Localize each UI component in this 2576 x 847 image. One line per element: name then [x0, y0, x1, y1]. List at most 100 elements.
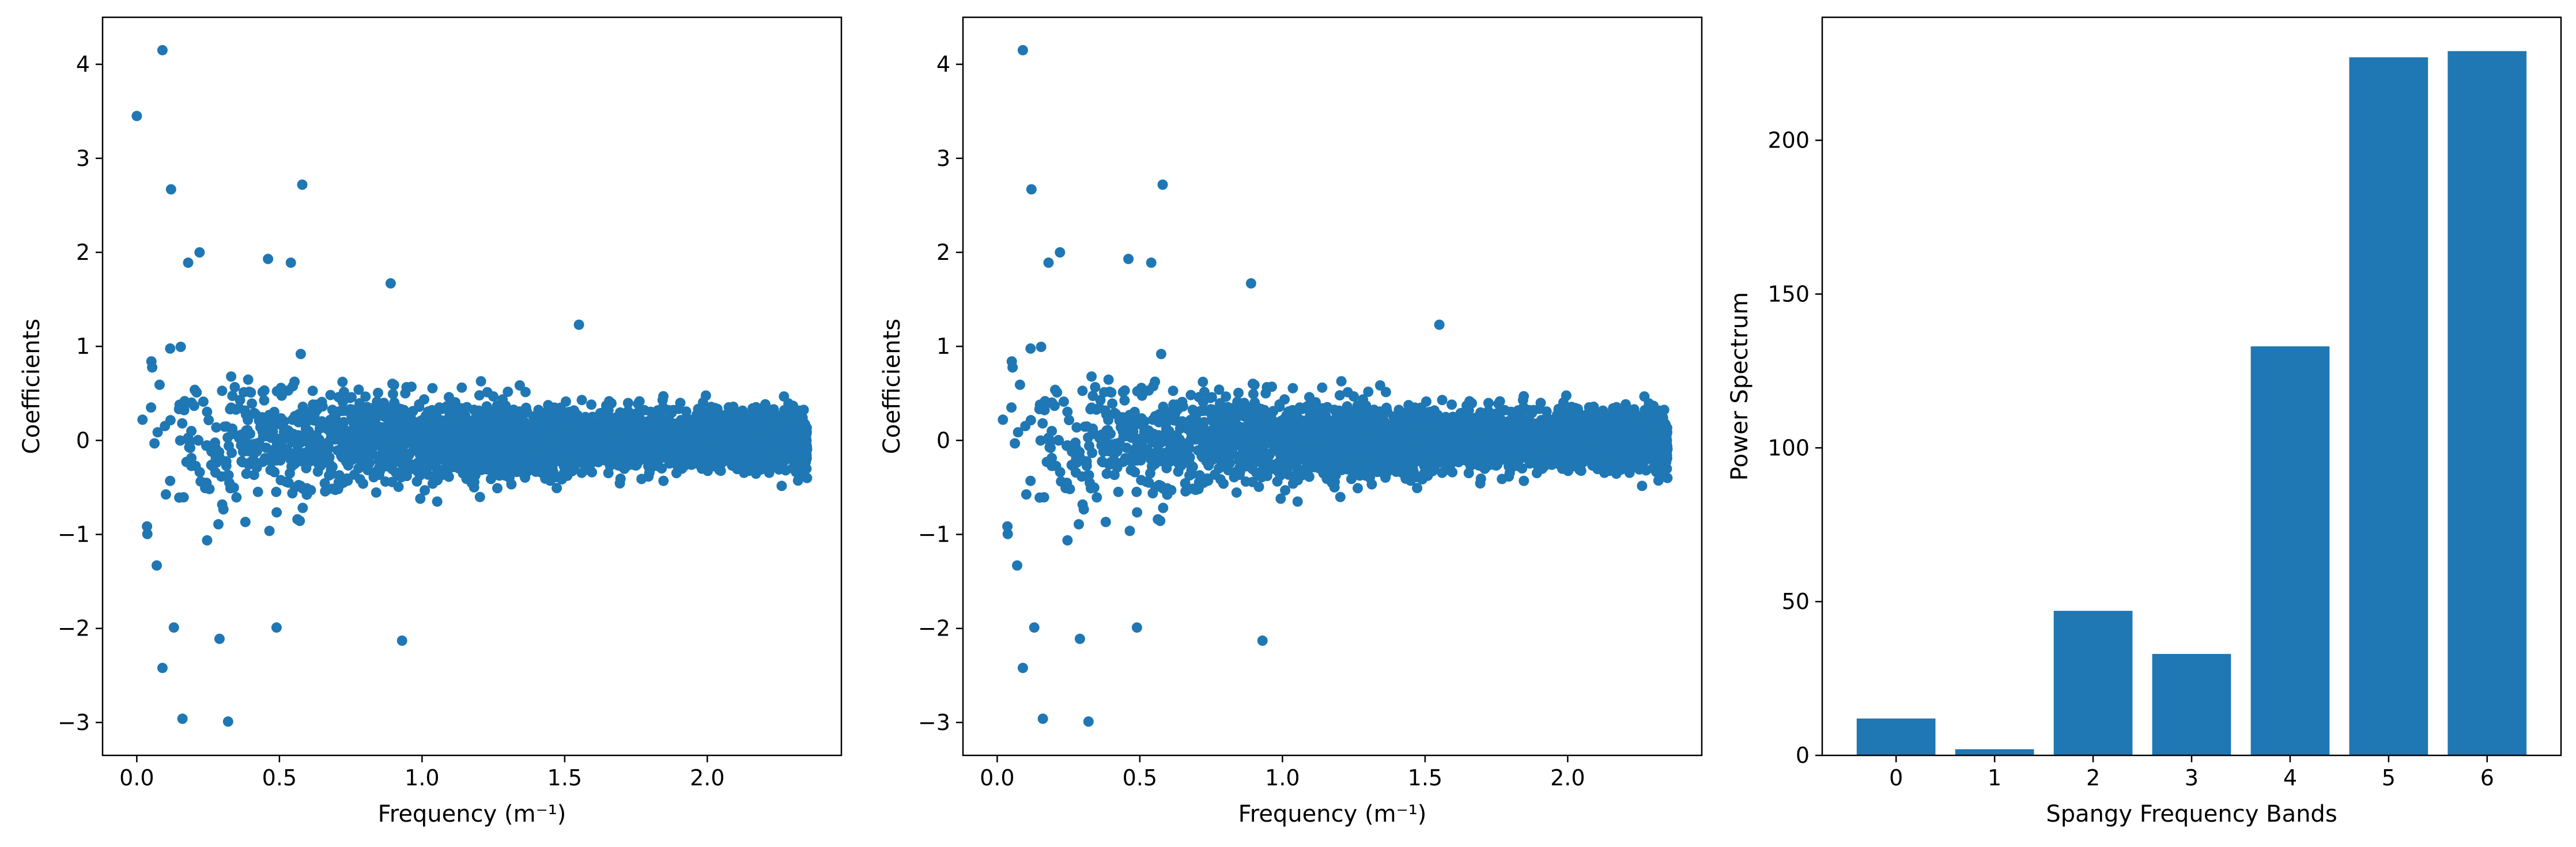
scatter-point	[177, 713, 188, 724]
scatter-point	[265, 464, 276, 475]
scatter-point	[758, 429, 769, 440]
scatter-point	[435, 440, 445, 451]
x-tick-label: 2.0	[690, 765, 724, 791]
scatter-point	[751, 402, 761, 413]
scatter-point	[301, 463, 312, 474]
scatter-point	[323, 437, 334, 448]
scatter-point	[503, 444, 514, 455]
scatter-point	[245, 387, 256, 398]
scatter-point	[679, 445, 690, 456]
scatter-point	[769, 436, 780, 447]
scatter-point	[708, 428, 719, 438]
scatter-point	[275, 475, 286, 486]
scatter-point	[202, 406, 213, 417]
scatter-point	[426, 451, 437, 462]
scatter-point	[566, 466, 577, 477]
scatter-point	[1287, 383, 1298, 394]
scatter-point	[271, 622, 282, 633]
scatter-point	[184, 437, 195, 448]
scatter-point	[730, 407, 741, 418]
scatter-point	[741, 417, 751, 428]
scatter-point	[750, 468, 761, 479]
scatter-point	[396, 635, 407, 646]
scatter-point	[383, 455, 393, 466]
x-axis-label-left: Frequency (m⁻¹)	[378, 801, 566, 827]
scatter-point	[444, 400, 455, 411]
scatter-point	[137, 414, 148, 425]
scatter-point	[146, 402, 157, 413]
scatter-point	[720, 440, 731, 451]
scatter-point	[505, 429, 516, 440]
scatter-point	[607, 415, 618, 426]
scatter-point	[428, 424, 439, 435]
scatter-point	[798, 449, 809, 460]
scatter-point	[420, 485, 430, 496]
scatter-point	[223, 470, 234, 481]
scatter-point	[217, 499, 228, 510]
scatter-point	[194, 247, 205, 258]
scatter-point	[764, 411, 775, 422]
scatter-point	[519, 446, 530, 457]
scatter-point	[201, 440, 211, 451]
scatter-point	[202, 535, 213, 546]
scatter-point	[324, 414, 335, 425]
scatter-point	[236, 456, 247, 467]
scatter-point	[231, 492, 242, 503]
scatter-point	[418, 421, 429, 432]
scatter-point	[622, 398, 633, 409]
scatter-point	[354, 443, 365, 453]
scatter-point	[204, 483, 215, 494]
scatter-point	[779, 404, 790, 415]
scatter-point	[489, 455, 500, 466]
scatter-point	[183, 257, 194, 268]
scatter-point	[474, 491, 485, 502]
x-tick-label: 0.5	[262, 765, 297, 791]
scatter-point	[552, 418, 563, 429]
scatter-point	[175, 342, 186, 352]
scatter-point	[149, 438, 160, 449]
scatter-point	[210, 467, 221, 478]
y-tick-label: 1	[76, 334, 90, 359]
scatter-point	[384, 403, 395, 414]
scatter-point	[576, 395, 587, 406]
scatter-point	[522, 406, 532, 417]
scatter-point	[729, 432, 740, 443]
scatter-point	[215, 453, 226, 464]
scatter-point	[573, 319, 584, 330]
scatter-point	[644, 467, 655, 478]
scatter-point	[497, 394, 508, 405]
scatter-point	[371, 487, 382, 498]
scatter-point	[689, 432, 700, 443]
scatter-point	[543, 400, 554, 411]
scatter-point	[264, 525, 275, 536]
scatter-point	[385, 278, 396, 289]
scatter-point	[471, 409, 482, 420]
scatter-point	[235, 395, 245, 406]
scatter-point	[152, 427, 163, 438]
scatter-point	[468, 443, 479, 454]
scatter-point	[243, 374, 254, 385]
scatter-point	[157, 45, 168, 56]
scatter-point	[375, 425, 386, 436]
scatter-point	[556, 456, 566, 467]
scatter-point	[415, 493, 426, 504]
scatter-point	[297, 483, 308, 494]
scatter-point	[375, 464, 386, 475]
scatter-point	[387, 477, 398, 487]
scatter-point	[211, 422, 222, 433]
scatter-point	[663, 404, 674, 415]
scatter-point	[228, 482, 239, 493]
scatter-point	[340, 449, 351, 460]
scatter-point	[764, 449, 775, 460]
scatter-point	[361, 419, 372, 429]
scatter-point	[539, 448, 550, 459]
scatter-point	[333, 445, 343, 456]
scatter-point	[373, 387, 383, 398]
scatter-point	[405, 423, 416, 433]
scatter-point	[181, 456, 192, 467]
scatter-point	[538, 426, 549, 437]
scatter-point	[174, 492, 185, 503]
scatter-point	[259, 385, 270, 396]
